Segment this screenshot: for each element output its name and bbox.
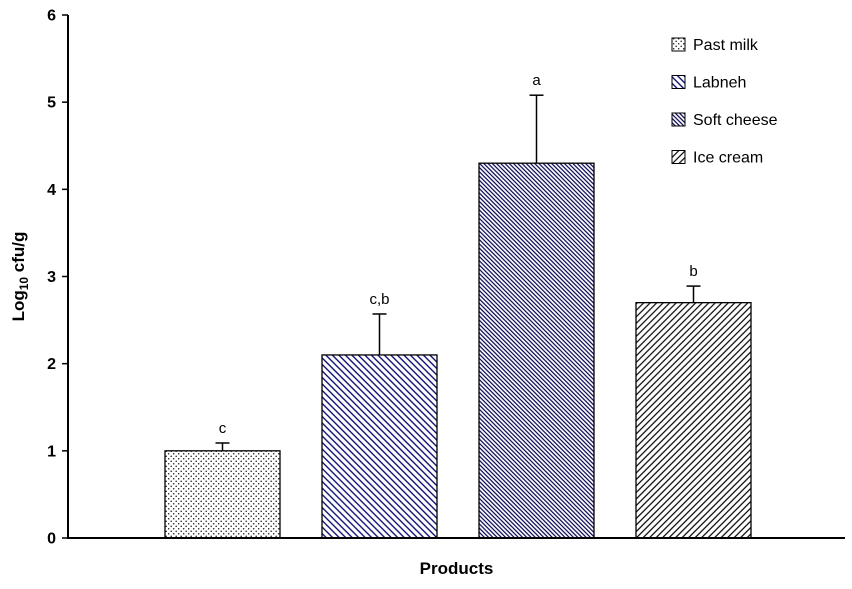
sig-letter-labneh: c,b: [369, 291, 389, 308]
legend-label: Labneh: [693, 75, 746, 92]
bar-labneh: [321, 354, 438, 539]
bar-ice-cream: [635, 301, 752, 539]
bar-soft-cheese: [478, 162, 595, 539]
legend-label: Past milk: [693, 37, 759, 54]
sig-letter-past-milk: c: [219, 420, 227, 437]
y-axis-title: Log10 cfu/g: [9, 232, 31, 322]
legend-label: Ice cream: [693, 150, 763, 167]
legend-item-ice-cream: Ice cream: [671, 150, 763, 167]
bars-group: [164, 162, 752, 539]
error-bar-labneh: [372, 313, 387, 355]
y-tick-label: 2: [47, 356, 56, 373]
legend-item-past-milk: Past milk: [671, 37, 759, 54]
y-tick-label: 3: [47, 269, 56, 286]
x-axis-title: Products: [420, 559, 494, 578]
error-bar-ice-cream: [686, 285, 701, 303]
legend-label: Soft cheese: [693, 112, 778, 129]
error-bars-group: [215, 94, 701, 451]
error-bar-soft-cheese: [529, 94, 544, 164]
legend-item-labneh: Labneh: [671, 75, 746, 92]
y-tick-label: 1: [47, 443, 56, 460]
legend-swatch-labneh: [671, 75, 686, 89]
legend-swatch-past-milk: [671, 37, 686, 52]
axis-titles-group: Products Log10 cfu/g: [9, 232, 493, 578]
legend-item-soft-cheese: Soft cheese: [671, 112, 778, 129]
y-tick-label: 0: [47, 531, 56, 548]
y-tick-label: 6: [47, 8, 56, 25]
error-bar-past-milk: [215, 442, 230, 451]
legend-swatch-ice-cream: [671, 150, 686, 164]
y-tick-label: 4: [47, 182, 56, 199]
significance-letters-group: c c,b a b: [219, 72, 698, 437]
bar-past-milk: [164, 450, 281, 539]
y-tick-label: 5: [47, 95, 56, 112]
sig-letter-soft-cheese: a: [532, 72, 541, 89]
legend-swatch-soft-cheese: [671, 112, 686, 127]
sig-letter-ice-cream: b: [689, 263, 697, 280]
legend-group: Past milk Labneh Soft cheese Ice cream: [671, 37, 778, 167]
axes-group: 0 1 2 3 4 5 6: [47, 8, 845, 548]
